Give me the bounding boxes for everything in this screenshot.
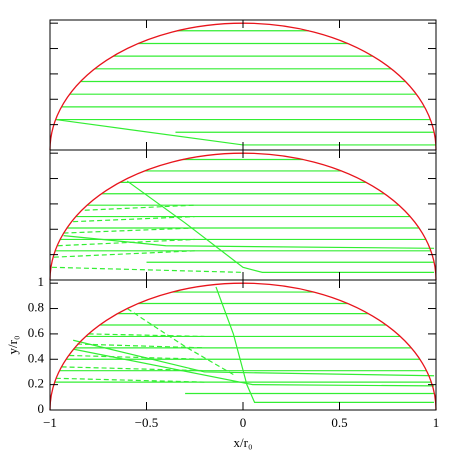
x-tick-label: −1: [43, 415, 57, 430]
panel-frame: [49, 149, 437, 281]
x-tick-label: 0.5: [331, 415, 347, 430]
line-series: [73, 339, 435, 377]
line-series: [63, 227, 195, 234]
x-tick-label: −0.5: [135, 415, 159, 430]
y-tick-label: 0.4: [28, 350, 45, 365]
line-series: [88, 333, 205, 338]
line-series: [126, 308, 234, 376]
y-tick-label: 0: [38, 401, 45, 416]
line-series: [55, 377, 205, 383]
line-series: [126, 180, 435, 273]
x-tick-label: 1: [433, 415, 440, 430]
panel-frame: [49, 19, 437, 151]
line-series: [84, 204, 195, 211]
x-axis-label: x/r₀: [234, 435, 253, 450]
x-tick-label: 0: [240, 415, 247, 430]
panel-frame: [49, 279, 437, 411]
y-tick-label: 0.6: [28, 325, 45, 340]
line-series: [51, 266, 244, 273]
y-tick-label: 0.8: [28, 300, 44, 315]
line-series: [63, 235, 435, 249]
line-series: [73, 348, 435, 387]
boundary-circle: [49, 282, 437, 411]
line-series: [73, 215, 195, 223]
y-tick-label: 1: [38, 274, 45, 289]
y-axis-label: y/r₀: [5, 336, 20, 355]
line-series: [215, 286, 435, 403]
y-tick-label: 0.2: [28, 376, 44, 391]
line-series: [53, 250, 195, 258]
boundary-circle: [49, 22, 437, 151]
line-series: [57, 238, 195, 247]
line-series: [77, 343, 205, 349]
line-series: [69, 354, 205, 360]
